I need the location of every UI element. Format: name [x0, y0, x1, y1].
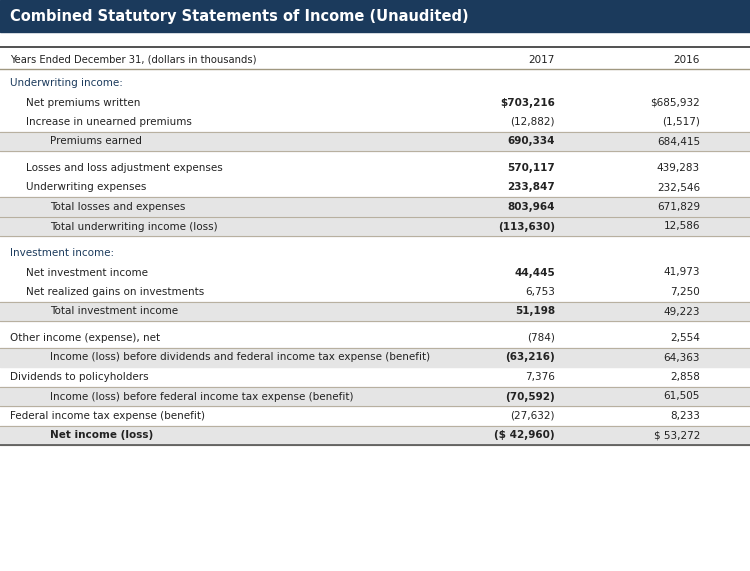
Text: Other income (expense), net: Other income (expense), net — [10, 333, 160, 343]
Bar — [0, 348, 750, 367]
Text: 8,233: 8,233 — [670, 411, 700, 421]
Bar — [0, 0, 750, 32]
Text: 439,283: 439,283 — [657, 163, 700, 173]
Text: Federal income tax expense (benefit): Federal income tax expense (benefit) — [10, 411, 205, 421]
Text: ($ 42,960): ($ 42,960) — [494, 431, 555, 440]
Text: 6,753: 6,753 — [525, 287, 555, 297]
Text: $685,932: $685,932 — [650, 98, 700, 107]
Text: Total investment income: Total investment income — [50, 307, 178, 316]
Text: Years Ended December 31, (dollars in thousands): Years Ended December 31, (dollars in tho… — [10, 55, 256, 65]
Text: Increase in unearned premiums: Increase in unearned premiums — [26, 117, 192, 127]
Bar — [0, 132, 750, 151]
Text: (784): (784) — [527, 333, 555, 343]
Text: 61,505: 61,505 — [664, 392, 700, 401]
Text: 570,117: 570,117 — [507, 163, 555, 173]
Text: Income (loss) before federal income tax expense (benefit): Income (loss) before federal income tax … — [50, 392, 353, 401]
Text: Losses and loss adjustment expenses: Losses and loss adjustment expenses — [26, 163, 223, 173]
Text: (63,216): (63,216) — [506, 352, 555, 363]
Text: Net premiums written: Net premiums written — [26, 98, 140, 107]
Text: Investment income:: Investment income: — [10, 248, 114, 258]
Text: 44,445: 44,445 — [514, 267, 555, 278]
Text: (70,592): (70,592) — [506, 392, 555, 401]
Text: 233,847: 233,847 — [507, 183, 555, 192]
Bar — [0, 301, 750, 321]
Text: Dividends to policyholders: Dividends to policyholders — [10, 372, 148, 382]
Text: 2,554: 2,554 — [670, 333, 700, 343]
Text: 690,334: 690,334 — [508, 136, 555, 147]
Text: 64,363: 64,363 — [664, 352, 700, 363]
Text: 232,546: 232,546 — [657, 183, 700, 192]
Text: 51,198: 51,198 — [514, 307, 555, 316]
Text: 803,964: 803,964 — [508, 202, 555, 212]
Text: $ 53,272: $ 53,272 — [653, 431, 700, 440]
Text: 2017: 2017 — [529, 55, 555, 65]
Text: Combined Statutory Statements of Income (Unaudited): Combined Statutory Statements of Income … — [10, 9, 469, 23]
Text: 671,829: 671,829 — [657, 202, 700, 212]
Bar — [0, 197, 750, 217]
Text: (27,632): (27,632) — [511, 411, 555, 421]
Text: (1,517): (1,517) — [662, 117, 700, 127]
Text: Underwriting income:: Underwriting income: — [10, 78, 123, 88]
Text: $703,216: $703,216 — [500, 98, 555, 107]
Bar — [0, 387, 750, 406]
Text: 2,858: 2,858 — [670, 372, 700, 382]
Text: 2016: 2016 — [674, 55, 700, 65]
Text: 49,223: 49,223 — [664, 307, 700, 316]
Bar — [0, 426, 750, 445]
Text: 7,376: 7,376 — [525, 372, 555, 382]
Text: Net realized gains on investments: Net realized gains on investments — [26, 287, 204, 297]
Text: Total losses and expenses: Total losses and expenses — [50, 202, 185, 212]
Text: (113,630): (113,630) — [498, 222, 555, 231]
Text: (12,882): (12,882) — [511, 117, 555, 127]
Text: 41,973: 41,973 — [664, 267, 700, 278]
Text: Net investment income: Net investment income — [26, 267, 148, 278]
Text: Total underwriting income (loss): Total underwriting income (loss) — [50, 222, 217, 231]
Text: Premiums earned: Premiums earned — [50, 136, 142, 147]
Bar — [0, 217, 750, 236]
Text: Net income (loss): Net income (loss) — [50, 431, 153, 440]
Text: Income (loss) before dividends and federal income tax expense (benefit): Income (loss) before dividends and feder… — [50, 352, 430, 363]
Text: 684,415: 684,415 — [657, 136, 700, 147]
Text: Underwriting expenses: Underwriting expenses — [26, 183, 146, 192]
Text: 12,586: 12,586 — [664, 222, 700, 231]
Text: 7,250: 7,250 — [670, 287, 700, 297]
